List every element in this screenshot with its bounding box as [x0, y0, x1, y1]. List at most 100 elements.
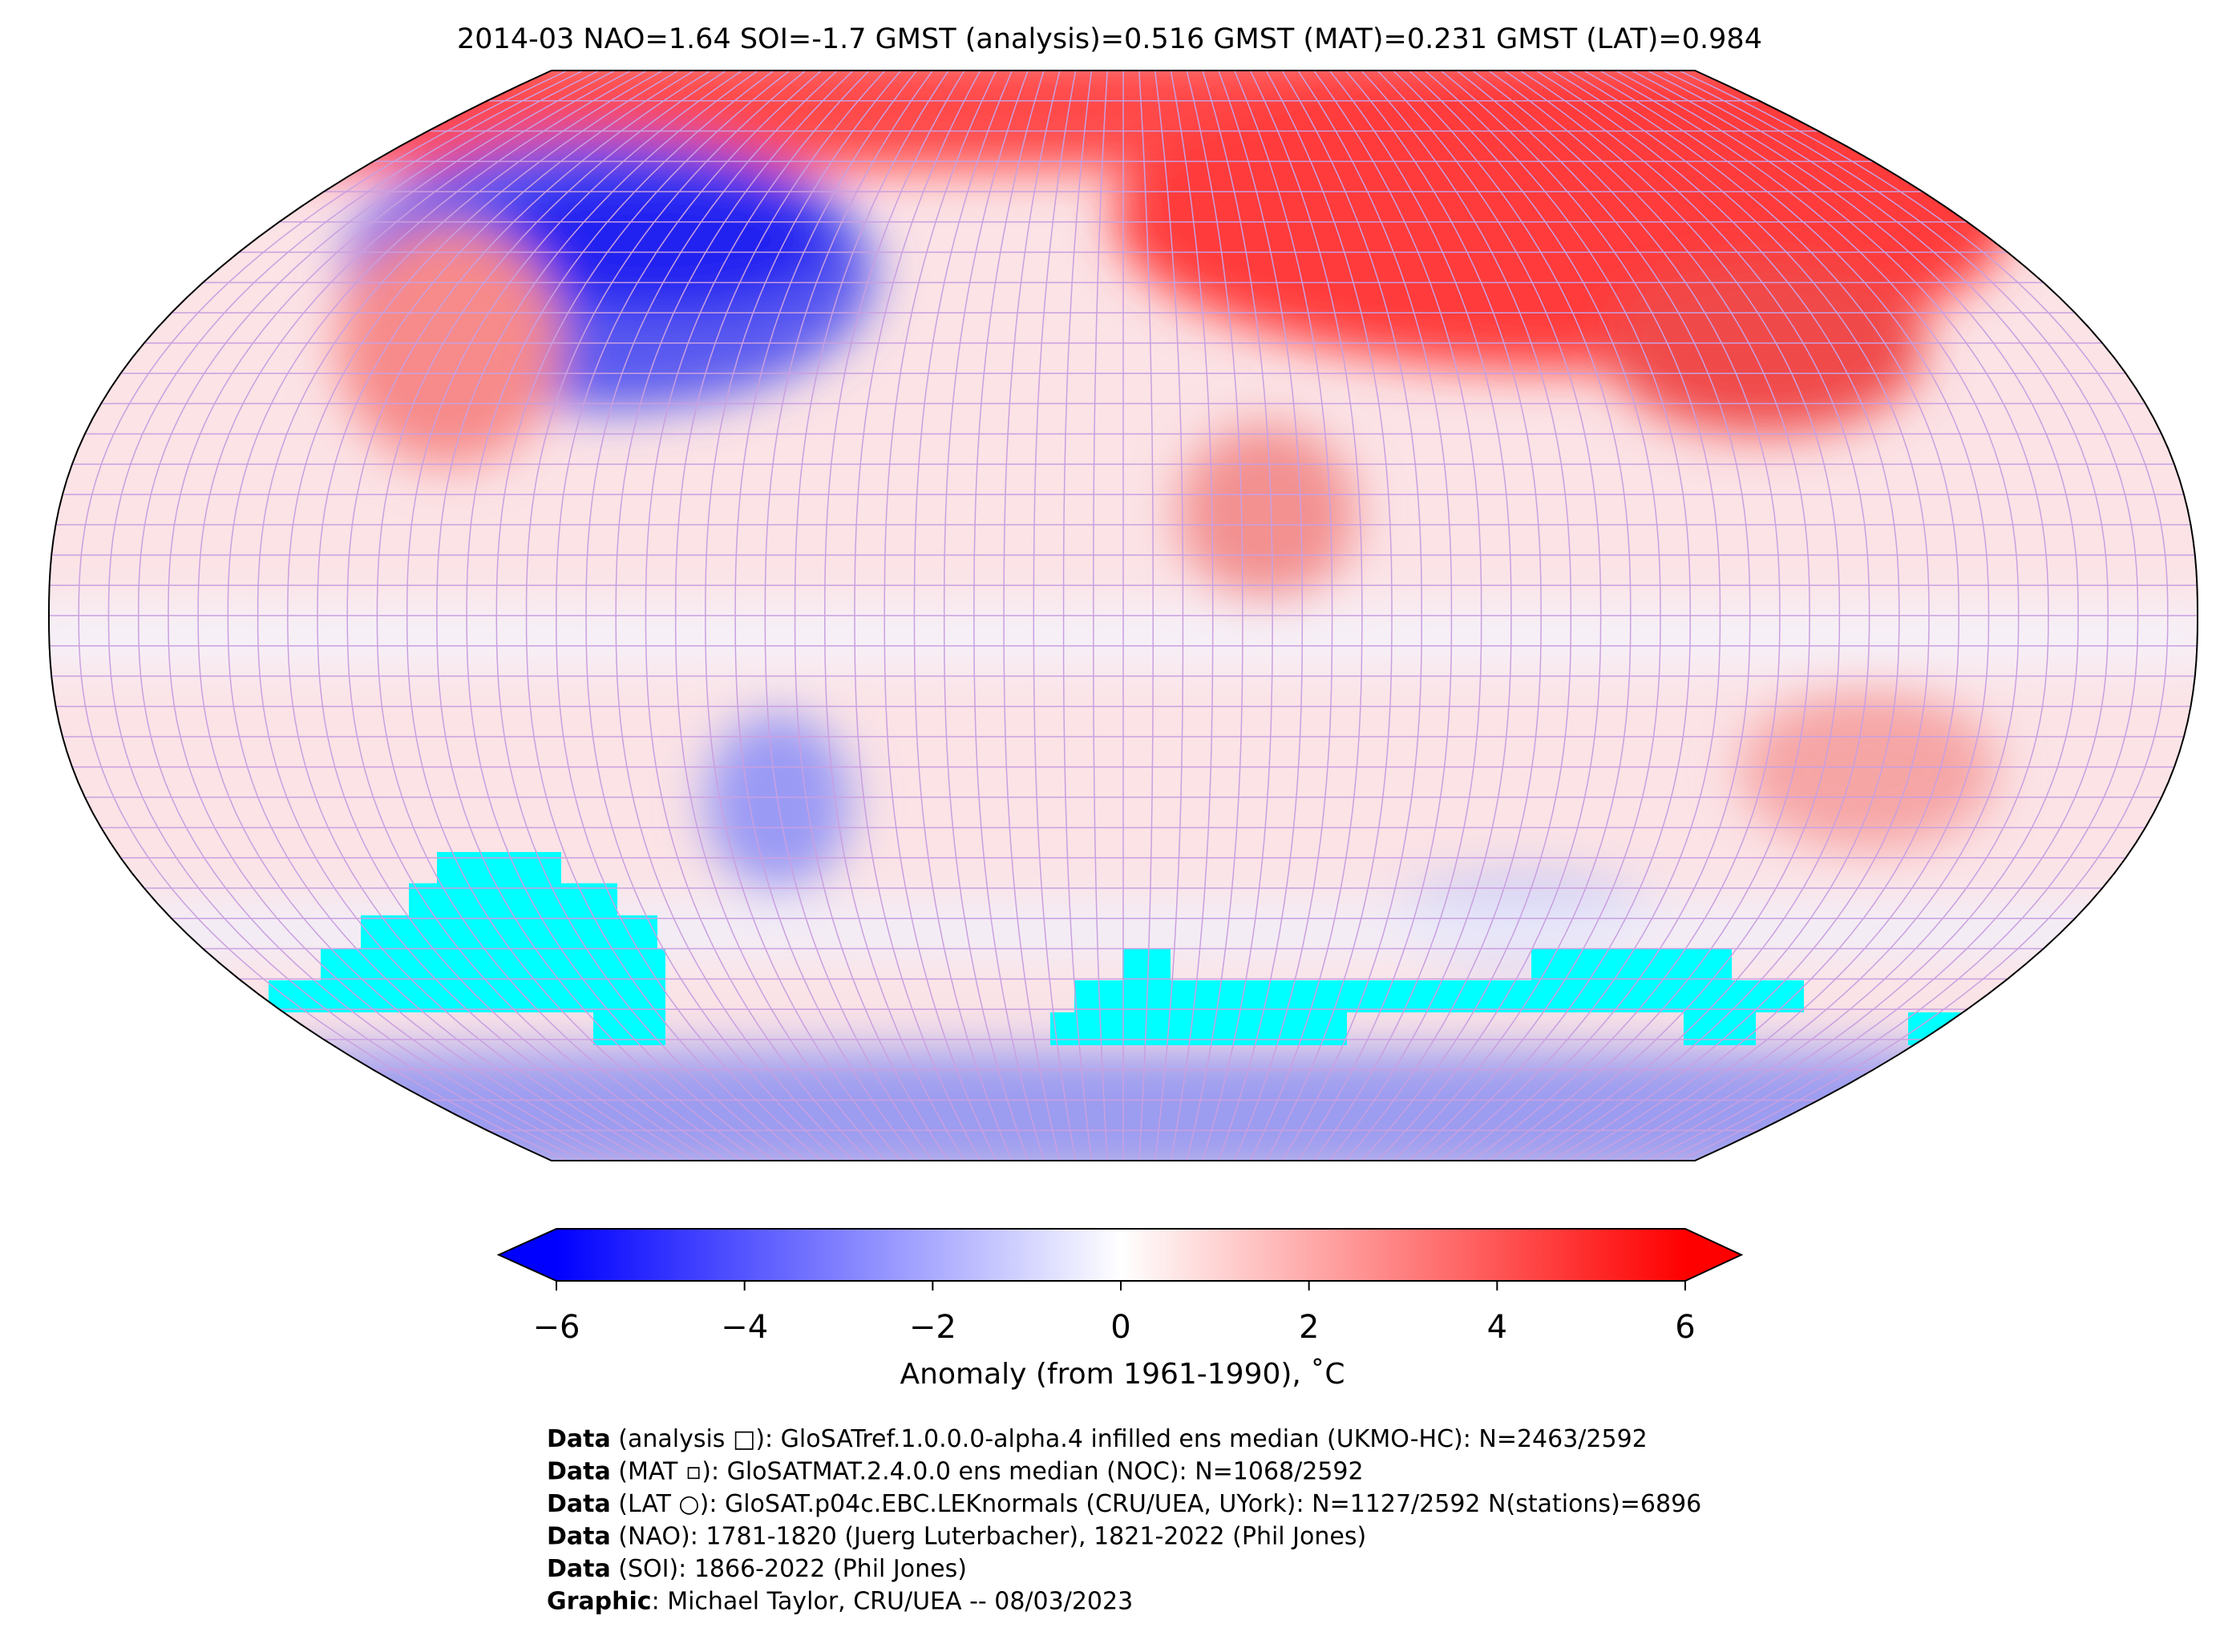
meridian	[1456, 71, 1751, 1161]
credit-line: Data (SOI): 1866-2022 (Phil Jones)	[547, 1555, 967, 1583]
colorbar-tick-label: 2	[1299, 1309, 1319, 1346]
colorbar-tick-label: 6	[1675, 1309, 1695, 1346]
meridian	[1409, 71, 1661, 1161]
meridian	[1424, 71, 1691, 1161]
credit-line: Graphic: Michael Taylor, CRU/UEA -- 08/0…	[547, 1587, 1133, 1615]
meridian	[1663, 71, 2139, 1161]
meridian	[1297, 71, 1453, 1161]
meridian	[137, 71, 600, 1161]
meridian	[1328, 71, 1512, 1161]
credit-bold: Data	[547, 1490, 611, 1518]
meridian	[1218, 71, 1304, 1161]
meridian	[107, 71, 584, 1161]
meridian	[1281, 71, 1422, 1161]
meridian	[376, 71, 727, 1161]
colorbar: −6 −4 −2 0 2 4 6	[496, 1228, 1744, 1346]
credit-bold: Data	[547, 1425, 611, 1453]
meridian	[346, 71, 711, 1161]
meridian	[734, 71, 918, 1161]
meridian	[227, 71, 648, 1161]
meridian	[257, 71, 663, 1161]
map	[49, 71, 2198, 1161]
credit-text: (SOI): 1866-2022 (Phil Jones)	[611, 1555, 967, 1583]
meridian	[585, 71, 838, 1161]
meridian	[1062, 71, 1093, 1161]
meridian	[1361, 71, 1572, 1161]
meridian	[1551, 71, 1930, 1161]
meridian	[168, 71, 616, 1161]
credit-line: Data (MAT ▫): GloSATMAT.2.4.0.0 ens medi…	[547, 1457, 1364, 1485]
meridian	[705, 71, 902, 1161]
meridian	[1488, 71, 1810, 1161]
colorbar-tick-label: −2	[909, 1309, 956, 1346]
map-outline	[47, 70, 2199, 1161]
meridian	[854, 71, 981, 1161]
credit-line: Data (analysis □): GloSATref.1.0.0.0-alp…	[547, 1425, 1648, 1453]
meridian	[1472, 71, 1781, 1161]
colorbar-tick-label: −6	[533, 1309, 580, 1346]
credits: Data (analysis □): GloSATref.1.0.0.0-alp…	[547, 1425, 1701, 1616]
meridian	[764, 71, 933, 1161]
meridian	[1154, 71, 1184, 1161]
meridian	[1345, 71, 1542, 1161]
meridian	[1631, 71, 2079, 1161]
meridian	[1647, 71, 2109, 1161]
credit-text: (MAT ▫): GloSATMAT.2.4.0.0 ens median (N…	[611, 1457, 1364, 1485]
meridian	[1583, 71, 1990, 1161]
meridian	[1234, 71, 1333, 1161]
colorbar-tick-label: −4	[721, 1309, 768, 1346]
meridian	[645, 71, 870, 1161]
meridian	[1313, 71, 1482, 1161]
credit-bold: Data	[547, 1522, 611, 1550]
meridian	[1170, 71, 1214, 1161]
meridian	[1615, 71, 2049, 1161]
meridian	[466, 71, 774, 1161]
meridian	[317, 71, 695, 1161]
title: 2014-03 NAO=1.64 SOI=-1.7 GMST (analysis…	[457, 23, 1762, 55]
meridian	[1393, 71, 1632, 1161]
credit-text: (NAO): 1781-1820 (Juerg Luterbacher), 18…	[611, 1522, 1366, 1550]
meridian	[525, 71, 807, 1161]
meridian	[1519, 71, 1870, 1161]
meridian	[1138, 71, 1154, 1161]
meridian	[615, 71, 854, 1161]
colorbar-label: Anomaly (from 1961-1990), ˚C	[900, 1358, 1345, 1391]
meridian	[1503, 71, 1841, 1161]
colorbar-tick-label: 0	[1110, 1309, 1130, 1346]
credit-bold: Data	[547, 1457, 611, 1485]
credit-bold: Graphic	[547, 1587, 652, 1615]
meridian	[556, 71, 823, 1161]
meridian	[943, 71, 1029, 1161]
meridian	[1033, 71, 1077, 1161]
colorbar-tick-label: 4	[1487, 1309, 1507, 1346]
meridian	[1678, 71, 2169, 1161]
meridian	[824, 71, 965, 1161]
credit-text: (LAT ○): GloSAT.p04c.EBC.LEKnormals (CRU…	[611, 1490, 1702, 1518]
credit-line: Data (LAT ○): GloSAT.p04c.EBC.LEKnormals…	[547, 1490, 1701, 1518]
meridian	[1567, 71, 1959, 1161]
meridian	[1535, 71, 1900, 1161]
meridian	[1202, 71, 1273, 1161]
meridian	[884, 71, 997, 1161]
meridian	[1249, 71, 1363, 1161]
meridian	[913, 71, 1013, 1161]
meridian	[1003, 71, 1061, 1161]
meridian	[1265, 71, 1393, 1161]
meridian	[1377, 71, 1602, 1161]
meridian	[1599, 71, 2020, 1161]
credit-text: : Michael Taylor, CRU/UEA -- 08/03/2023	[652, 1587, 1134, 1615]
meridian	[197, 71, 632, 1161]
meridian	[287, 71, 679, 1161]
meridian	[1093, 71, 1108, 1161]
meridian	[973, 71, 1045, 1161]
credit-bold: Data	[547, 1555, 611, 1583]
meridian	[1186, 71, 1243, 1161]
meridian	[674, 71, 886, 1161]
colorbar-body	[556, 1229, 1685, 1281]
meridian	[406, 71, 743, 1161]
credit-text: (analysis □): GloSATref.1.0.0.0-alpha.4 …	[611, 1425, 1648, 1453]
colorbar-extend-low	[499, 1229, 556, 1281]
meridian	[794, 71, 949, 1161]
meridian	[495, 71, 791, 1161]
